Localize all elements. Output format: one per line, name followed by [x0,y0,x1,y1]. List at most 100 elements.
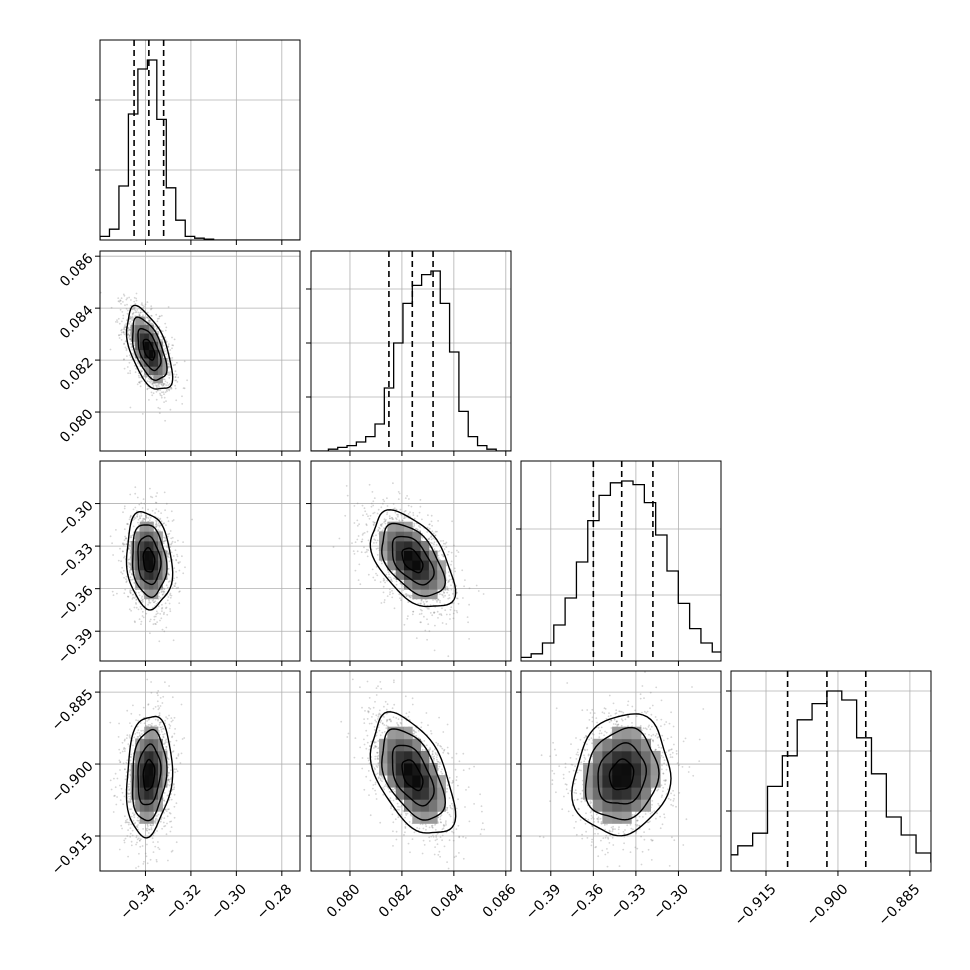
scatter-point [117,736,120,738]
scatter-point [168,771,170,774]
scatter-point [174,583,177,585]
scatter-point [150,495,152,498]
scatter-point [129,801,132,804]
scatter-point [166,546,169,548]
scatter-point [168,388,171,391]
scatter-point [133,296,136,299]
scatter-point [129,836,132,838]
scatter-point [124,747,126,750]
scatter-point [130,609,133,612]
scatter-point [118,300,121,303]
scatter-point [428,538,430,541]
scatter-point [163,540,166,543]
scatter-point [167,343,170,345]
density-cell [420,541,430,551]
panel-plot-area [100,461,300,661]
density-cell [139,541,145,551]
scatter-point [384,581,386,584]
scatter-point [410,505,413,508]
scatter-point [175,559,178,562]
scatter-point [140,608,143,610]
scatter-point [139,314,141,317]
scatter-point [117,300,120,303]
density-cell [437,579,446,590]
panel-3-0: −0.34 −0.32 −0.30 −0.28−0.915−0.900−0.885 [49,670,301,923]
contour-2 [131,524,168,599]
scatter-point [450,560,453,563]
panel-plot-area [311,251,511,451]
density-cell [162,366,168,375]
density-cell [379,541,388,551]
scatter-point [146,843,148,846]
scatter-point [453,567,456,570]
scatter-point [384,522,387,525]
scatter-point [123,539,126,541]
scatter-point [137,518,140,521]
scatter-point [174,363,177,366]
scatter-point [433,611,436,614]
density-cell [158,569,163,580]
scatter-point [368,483,371,486]
scatter-point [362,514,364,517]
scatter-point [172,344,175,347]
scatter-point [166,390,168,393]
scatter-point [161,339,163,342]
scatter-point [449,578,451,581]
scatter-point [399,588,401,590]
scatter-point [128,789,131,792]
scatter-point [158,591,161,594]
scatter-point [161,628,164,631]
scatter-point [128,322,131,325]
scatter-point [423,603,426,605]
scatter-point [386,513,388,516]
panel-2-2 [516,460,722,666]
scatter-point [165,350,167,352]
scatter-point [419,505,422,508]
scatter-point [161,391,163,394]
scatter-point [167,362,170,365]
scatter-point [173,577,175,580]
scatter-point [142,314,144,317]
panel-frame [99,460,301,662]
scatter-point [133,308,136,310]
scatter-point [172,364,175,367]
scatter-point [433,612,435,614]
scatter-point [149,319,151,322]
scatter-point [430,535,433,537]
scatter-point [176,553,178,556]
scatter-point [173,732,176,735]
scatter-point [136,515,139,517]
scatter-point [147,508,150,511]
scatter-point [399,597,401,599]
scatter-point [159,619,161,622]
scatter-point [450,606,453,609]
panel-frame [310,250,512,452]
scatter-point [135,292,138,295]
scatter-point [363,546,365,549]
scatter-point [133,571,136,574]
scatter-point [177,754,180,757]
scatter-point [385,519,387,521]
scatter-point [353,505,356,507]
scatter-point [416,515,419,517]
scatter-point [430,541,432,544]
scatter-point [130,536,133,539]
scatter-point [129,317,132,319]
density-cell [148,541,154,551]
scatter-point [463,585,465,588]
scatter-point [143,305,146,308]
scatter-point [416,528,419,531]
scatter-point [433,611,435,614]
scatter-point [165,384,168,387]
scatter-point [135,843,138,846]
scatter-point [132,353,135,355]
scatter-point [383,579,386,581]
scatter-point [380,525,383,527]
scatter-point [141,600,144,603]
scatter-point [467,621,469,624]
scatter-point [432,532,435,535]
density-cell [144,560,150,571]
scatter-point [171,357,174,359]
density-cell [135,341,141,351]
scatter-point [379,581,382,583]
